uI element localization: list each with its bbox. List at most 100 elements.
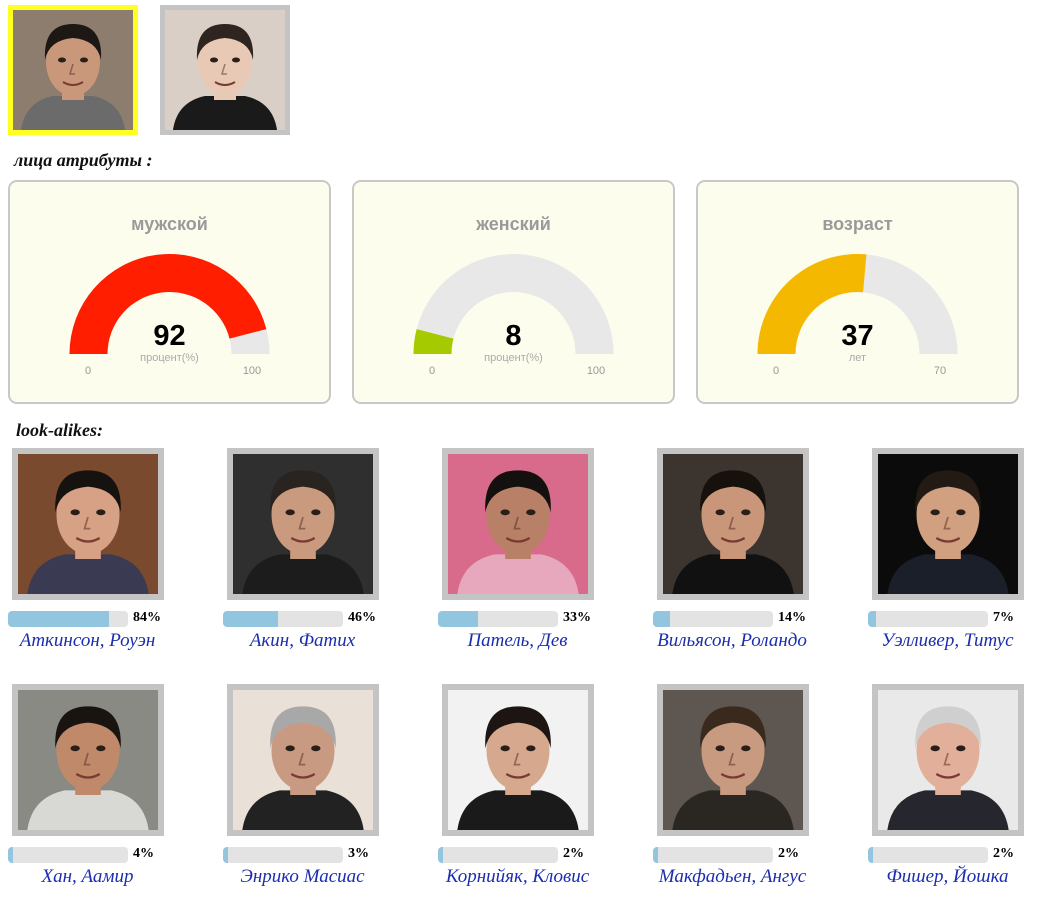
lookalike-name-link[interactable]: Аткинсон, Роуэн: [19, 630, 156, 651]
lookalike-photo[interactable]: [227, 448, 379, 600]
left-eye: [58, 57, 66, 63]
similarity-bar: [868, 611, 988, 627]
lookalike-photo[interactable]: [442, 448, 594, 600]
gauge-min: 0: [772, 365, 780, 377]
face: [271, 711, 335, 791]
lookalike-photo[interactable]: [872, 684, 1024, 836]
lookalike-name-link[interactable]: Корнийяк, Кловис: [445, 866, 590, 887]
lookalike-card[interactable]: 46% Акин, Фатих: [220, 448, 435, 678]
mouth: [935, 536, 961, 543]
input-face-2[interactable]: [160, 5, 290, 135]
nose: [943, 752, 951, 766]
lookalike-card[interactable]: 14% Вильясон, Роландо: [650, 448, 865, 678]
lookalike-card[interactable]: 4% Хан, Аамир: [5, 684, 220, 914]
lookalikes-heading: look-alikes:: [16, 420, 103, 440]
left-eye: [500, 509, 510, 516]
gauge-age-arc: [757, 254, 958, 354]
similarity-bar: [438, 847, 558, 863]
gauge-min: 0: [84, 365, 92, 377]
lookalike-photo[interactable]: [872, 448, 1024, 600]
lookalike-photo[interactable]: [12, 448, 164, 600]
lookalike-name-link[interactable]: Фишер, Йошка: [886, 866, 1009, 887]
shoulders: [21, 96, 125, 130]
lookalike-name-link[interactable]: Макфадьен, Ангус: [658, 866, 807, 887]
hair: [55, 470, 121, 513]
right-eye: [232, 57, 240, 63]
gauge-card-male: мужской 92 процент(%) 0 100: [8, 180, 331, 404]
similarity-bar-fill: [223, 611, 279, 627]
gauge-title: мужской: [131, 214, 208, 234]
right-eye: [311, 745, 321, 752]
gauge-title: женский: [476, 214, 551, 234]
lookalike-photo[interactable]: [442, 684, 594, 836]
similarity-percent: 4%: [133, 846, 154, 861]
lookalike-card[interactable]: 2% Корнийяк, Кловис: [435, 684, 650, 914]
similarity-percent: 33%: [563, 610, 591, 625]
portrait-6: [233, 690, 373, 830]
similarity-bar-fill: [438, 847, 443, 863]
similarity-percent: 2%: [993, 846, 1014, 861]
similarity-bar-fill: [653, 847, 658, 863]
lookalike-card[interactable]: 7% Уэлливер, Титус: [865, 448, 1046, 678]
portrait-4: [878, 454, 1018, 594]
right-eye: [526, 745, 536, 752]
mouth: [505, 772, 531, 779]
gauge-title: возраст: [822, 214, 893, 234]
shoulders: [887, 790, 1009, 830]
lookalike-card[interactable]: 2% Фишер, Йошка: [865, 684, 1046, 914]
shoulders: [672, 554, 794, 594]
input-face-1[interactable]: [8, 5, 138, 135]
mouth: [75, 772, 101, 779]
lookalike-name-link[interactable]: Патель, Дев: [467, 630, 568, 651]
similarity-bar-fill: [868, 611, 877, 627]
hair: [485, 706, 551, 749]
lookalike-photo[interactable]: [227, 684, 379, 836]
lookalike-card[interactable]: 2% Макфадьен, Ангус: [650, 684, 865, 914]
gauge-card-age: возраст 37 лет 0 70: [696, 180, 1019, 404]
gauge-max: 70: [933, 365, 947, 377]
gauge-track: [413, 254, 614, 354]
lookalike-card[interactable]: 3% Энрико Масиас: [220, 684, 435, 914]
nose: [68, 63, 75, 75]
shoulders: [27, 554, 149, 594]
lookalike-card[interactable]: 84% Аткинсон, Роуэн: [5, 448, 220, 678]
similarity-bar-fill: [438, 611, 478, 627]
lookalike-photo[interactable]: [657, 448, 809, 600]
face: [701, 711, 765, 791]
similarity-bar: [653, 847, 773, 863]
gauge-value: 8: [505, 320, 522, 352]
portrait-8: [663, 690, 803, 830]
left-eye: [70, 745, 80, 752]
portrait-7: [448, 690, 588, 830]
gauge-female-arc: [413, 254, 614, 354]
nose: [83, 752, 91, 766]
mouth: [290, 772, 316, 779]
lookalike-photo[interactable]: [12, 684, 164, 836]
gauge-unit: процент(%): [140, 352, 199, 364]
right-eye: [956, 509, 966, 516]
lookalike-name-link[interactable]: Хан, Аамир: [41, 866, 134, 887]
left-eye: [715, 509, 725, 516]
shoulders: [242, 790, 364, 830]
hair: [44, 24, 102, 60]
hair: [270, 470, 336, 513]
shoulders: [457, 554, 579, 594]
hair: [55, 706, 121, 749]
lookalike-name-link[interactable]: Акин, Фатих: [249, 630, 356, 651]
lookalike-name-link[interactable]: Вильясон, Роландо: [657, 630, 807, 651]
lookalike-photo[interactable]: [657, 684, 809, 836]
lookalike-name-link[interactable]: Уэлливер, Титус: [881, 630, 1014, 651]
left-eye: [715, 745, 725, 752]
gauge-value: 92: [153, 320, 186, 352]
portrait-5: [18, 690, 158, 830]
gauge-unit: лет: [848, 352, 867, 364]
right-eye: [96, 745, 106, 752]
face: [486, 475, 550, 555]
portrait-2: [448, 454, 588, 594]
lookalike-name-link[interactable]: Энрико Масиас: [240, 866, 365, 887]
shoulders: [173, 96, 277, 130]
mouth: [290, 536, 316, 543]
similarity-bar-fill: [868, 847, 873, 863]
lookalike-card[interactable]: 33% Патель, Дев: [435, 448, 650, 678]
similarity-bar-fill: [223, 847, 228, 863]
